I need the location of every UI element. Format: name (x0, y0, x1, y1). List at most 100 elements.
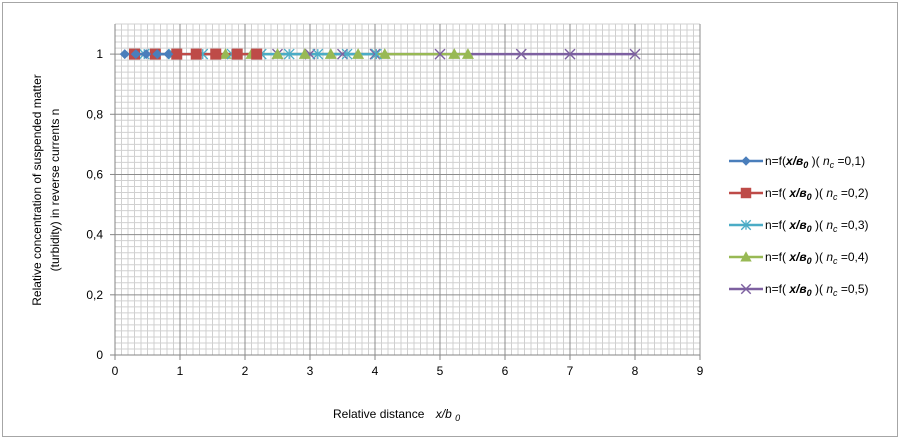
legend-label-sub: 0 (807, 256, 812, 266)
legend-label-post: =0,3) (838, 218, 869, 232)
series-4-point (378, 48, 391, 59)
legend-label: n=f( x/в0 )( nc =0,3) (765, 218, 869, 234)
legend-label-nsub: c (833, 288, 838, 298)
legend-label-var: x/в (788, 282, 806, 296)
tick-labels: 0 1 2 3 4 5 6 7 8 9 0 0,2 0,4 0,6 0,8 1 (86, 47, 703, 378)
y-tick-label: 0,4 (86, 228, 103, 242)
series-2-point (210, 48, 222, 60)
y-tick-label: 0,2 (86, 288, 103, 302)
triangle-marker-shape (448, 48, 461, 59)
series-4-point (461, 48, 474, 59)
gridlines (115, 23, 701, 355)
legend-label: n=f( x/в0 )( nc =0,2) (765, 186, 869, 202)
legend-label-prefix: n=f( (765, 250, 789, 264)
x-tick-label: 7 (567, 364, 574, 378)
legend: n=f(x/в0 )( nc =0,1)n=f( x/в0 )( nc =0,2… (729, 154, 869, 298)
series-3-point (283, 48, 295, 60)
square-marker-shape (740, 187, 752, 199)
series-2-point (251, 48, 263, 60)
square-marker-shape (231, 48, 243, 60)
legend-label-prefix: n=f( (765, 186, 789, 200)
legend-label-sub: 0 (807, 192, 812, 202)
square-marker-shape (190, 48, 202, 60)
legend-label-nvar: n (826, 186, 833, 200)
triangle-marker-shape (461, 48, 474, 59)
legend-label-mid: )( (812, 218, 827, 232)
legend-label: n=f( x/в0 )( nc =0,4) (765, 250, 869, 266)
legend-label-post: =0,2) (838, 186, 869, 200)
series-4-point (324, 48, 337, 59)
series-5-point (337, 48, 348, 60)
legend-label-nvar: n (826, 218, 833, 232)
x-axis-title-sub: 0 (455, 413, 460, 423)
legend-entry-1: n=f(x/в0 )( nc =0,1) (729, 154, 865, 170)
diamond-marker-shape (130, 49, 141, 60)
x-marker-stroke (337, 48, 348, 60)
legend-label-var: x/в (788, 218, 806, 232)
x-tick-label: 6 (502, 364, 509, 378)
series-3-point (341, 48, 353, 60)
legend-label-mid: )( (812, 186, 827, 200)
y-tick-label: 0 (96, 348, 103, 362)
triangle-marker-shape (219, 48, 232, 59)
series-2-point (231, 48, 243, 60)
x-tick-label: 3 (307, 364, 314, 378)
legend-swatch-marker (740, 187, 752, 199)
triangle-marker-shape (271, 48, 284, 59)
legend-entry-2: n=f( x/в0 )( nc =0,2) (729, 186, 869, 202)
series-5-point (369, 48, 381, 60)
y-axis-title-line2: (turbidity) in reverse currents n (48, 109, 62, 272)
legend-entry-4: n=f( x/в0 )( nc =0,4) (729, 250, 869, 266)
legend-swatch-marker (740, 251, 752, 262)
legend-swatch-marker (740, 219, 752, 231)
legend-label-nsub: c (833, 256, 838, 266)
triangle-marker-shape (740, 251, 752, 262)
diamond-marker-shape (152, 49, 163, 60)
x-tick-label: 9 (697, 364, 704, 378)
x-tick-label: 5 (437, 364, 444, 378)
legend-label-prefix: n=f( (765, 154, 786, 168)
series-layer (119, 48, 641, 60)
legend-label-sub: 0 (807, 224, 812, 234)
diamond-marker-shape (741, 156, 751, 166)
series-4-point (271, 48, 284, 59)
legend-label-nsub: c (830, 160, 835, 170)
diamond-marker-shape (119, 49, 130, 60)
series-5-point (515, 48, 527, 60)
x-tick-label: 4 (372, 364, 379, 378)
series-5-point (434, 48, 446, 60)
square-marker-shape (210, 48, 222, 60)
diamond-marker-shape (163, 49, 174, 60)
legend-label-nvar: n (823, 154, 830, 168)
legend-label-post: =0,5) (838, 282, 869, 296)
series-4-point (448, 48, 461, 59)
legend-label-nsub: c (833, 192, 838, 202)
triangle-marker-shape (324, 48, 337, 59)
legend-label-prefix: n=f( (765, 282, 789, 296)
legend-label: n=f( x/в0 )( nc =0,5) (765, 282, 869, 298)
legend-label-post: =0,1) (834, 154, 865, 168)
triangle-marker-shape (352, 48, 365, 59)
legend-swatch-marker (740, 283, 752, 295)
series-5-point (629, 48, 641, 60)
legend-label-post: =0,4) (838, 250, 869, 264)
x-axis-title-prefix: Relative distance (333, 407, 425, 421)
legend-label-mid: )( (812, 250, 827, 264)
x-axis-title-var: x/b (435, 407, 452, 421)
legend-swatch-marker (741, 156, 751, 166)
x-tick-label: 2 (242, 364, 249, 378)
legend-label-mid: )( (812, 282, 827, 296)
series-2-point (171, 48, 183, 60)
y-tick-label: 0,8 (86, 107, 103, 121)
legend-label-var: x/в (788, 250, 806, 264)
x-tick-label: 1 (177, 364, 184, 378)
legend-label-mid: )( (808, 154, 823, 168)
legend-label-var: x/в (788, 186, 806, 200)
x-marker-stroke (369, 48, 381, 60)
y-tick-label: 1 (96, 47, 103, 61)
x-marker-stroke (740, 283, 752, 295)
series-1-point (119, 49, 130, 60)
series-5-point (564, 48, 576, 60)
diamond-marker-shape (141, 49, 152, 60)
